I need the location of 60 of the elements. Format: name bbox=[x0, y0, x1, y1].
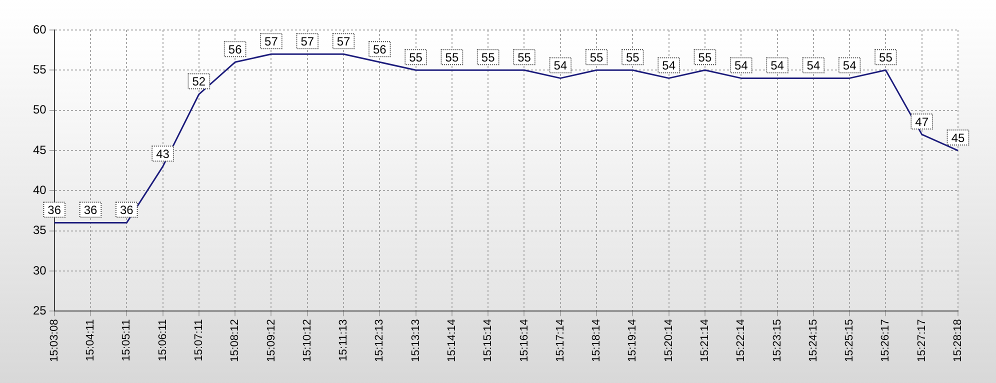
x-tick-label: 15:19:14 bbox=[626, 319, 639, 362]
x-tick-label: 15:08:12 bbox=[229, 319, 242, 362]
data-label: 54 bbox=[770, 58, 784, 73]
x-tick-label: 15:12:13 bbox=[374, 319, 386, 362]
y-tick-label: 55 bbox=[32, 62, 47, 76]
data-label: 36 bbox=[84, 203, 98, 218]
data-label: 55 bbox=[481, 50, 496, 64]
x-tick-label: 15:10:12 bbox=[301, 319, 314, 362]
x-tick-label: 15:13:13 bbox=[410, 319, 422, 362]
data-label: 43 bbox=[156, 146, 170, 161]
data-label: 45 bbox=[951, 130, 965, 145]
x-tick-label: 15:16:14 bbox=[518, 319, 530, 362]
y-tick-label: 35 bbox=[32, 223, 47, 238]
data-label: 56 bbox=[372, 42, 387, 56]
x-tick-label: 15:11:13 bbox=[338, 319, 350, 362]
data-label: 36 bbox=[120, 203, 134, 218]
x-tick-label: 15:28:18 bbox=[952, 319, 964, 362]
x-tick-label: 15:04:11 bbox=[84, 319, 97, 362]
data-label: 55 bbox=[626, 50, 640, 64]
x-tick-label: 15:03:08 bbox=[48, 319, 60, 362]
data-label: 55 bbox=[445, 50, 459, 64]
x-tick-label: 15:05:11 bbox=[120, 319, 133, 362]
y-tick-label: 25 bbox=[32, 303, 47, 318]
x-tick-label: 15:25:15 bbox=[844, 319, 856, 362]
x-tick-label: 15:09:12 bbox=[265, 319, 278, 362]
y-tick-label: 45 bbox=[32, 142, 47, 157]
data-label: 55 bbox=[879, 50, 893, 64]
x-tick-label: 15:27:17 bbox=[916, 319, 928, 362]
data-label: 47 bbox=[915, 114, 929, 129]
data-label: 55 bbox=[698, 50, 712, 64]
x-tick-label: 15:15:14 bbox=[482, 319, 494, 362]
data-label: 57 bbox=[264, 34, 278, 48]
x-tick-label: 15:18:14 bbox=[590, 319, 603, 362]
data-label: 57 bbox=[300, 34, 314, 48]
x-tick-label: 15:26:17 bbox=[880, 319, 892, 362]
data-label: 56 bbox=[228, 42, 242, 56]
data-label: 55 bbox=[409, 50, 423, 64]
y-tick-label: 40 bbox=[32, 182, 47, 197]
data-label: 55 bbox=[518, 50, 532, 64]
x-tick-label: 15:22:14 bbox=[735, 319, 748, 362]
x-tick-label: 15:23:15 bbox=[771, 319, 784, 362]
data-label: 54 bbox=[554, 58, 568, 73]
data-label: 54 bbox=[662, 58, 676, 73]
x-tick-label: 15:06:11 bbox=[156, 319, 169, 362]
data-label: 52 bbox=[192, 74, 206, 89]
data-label: 54 bbox=[842, 58, 857, 73]
data-label: 54 bbox=[806, 58, 820, 73]
x-tick-label: 15:14:14 bbox=[446, 319, 458, 362]
x-tick-label: 15:24:15 bbox=[807, 319, 820, 362]
y-tick-label: 60 bbox=[32, 22, 47, 36]
data-label: 36 bbox=[48, 203, 62, 218]
x-tick-label: 15:20:14 bbox=[662, 319, 675, 362]
x-tick-label: 15:07:11 bbox=[192, 319, 205, 362]
data-label: 54 bbox=[734, 58, 748, 73]
x-tick-label: 15:21:14 bbox=[699, 319, 712, 362]
data-label: 55 bbox=[590, 50, 604, 64]
y-tick-label: 30 bbox=[32, 263, 47, 278]
data-label: 57 bbox=[336, 34, 351, 48]
x-tick-label: 15:17:14 bbox=[554, 319, 566, 362]
y-tick-label: 50 bbox=[32, 102, 47, 117]
